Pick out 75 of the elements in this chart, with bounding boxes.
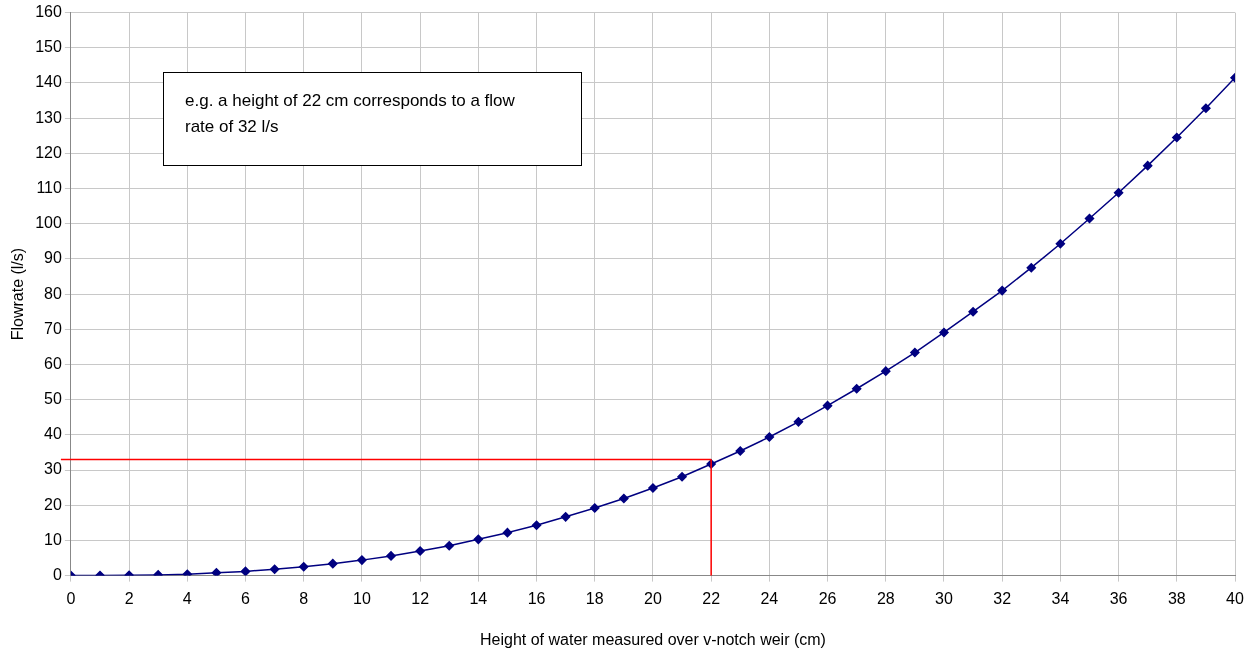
y-tick-label: 40	[44, 425, 62, 443]
x-tick-label: 28	[876, 589, 895, 607]
point	[560, 512, 571, 522]
annotation: e.g. a height of 22 cm corresponds to a flow rate of 32 l/s	[185, 90, 515, 138]
y-tick-label: 150	[35, 38, 62, 56]
y-tick-label: 90	[44, 249, 62, 267]
x-tick-label: 20	[644, 589, 662, 607]
point	[619, 493, 629, 504]
x-tick-label: 6	[241, 589, 251, 607]
point	[1055, 239, 1066, 249]
y-tick-label: 160	[35, 3, 62, 21]
y-tick-label: 100	[35, 214, 62, 232]
point	[648, 483, 658, 493]
point	[1172, 132, 1182, 143]
x-axis-title: Height of water measured over v-notch weir (cm)	[479, 630, 826, 648]
x-tick-label: 10	[353, 589, 371, 607]
point	[211, 568, 222, 576]
y-tick-label: 60	[44, 354, 62, 372]
x-tick-label: 38	[1167, 589, 1186, 607]
point	[910, 347, 920, 358]
x-tick-label: 40	[1226, 589, 1244, 607]
point	[939, 327, 949, 338]
x-tick-label: 8	[299, 589, 309, 607]
x-tick-label: 26	[818, 589, 837, 607]
point	[328, 558, 338, 569]
point	[735, 446, 746, 456]
point	[793, 417, 804, 427]
point	[881, 366, 891, 376]
point	[1026, 262, 1037, 273]
y-tick-label: 30	[44, 460, 62, 478]
x-tick-label: 0	[66, 589, 76, 607]
x-tick-label: 22	[702, 589, 721, 607]
point	[764, 432, 775, 442]
point	[1142, 160, 1153, 171]
point	[677, 471, 687, 482]
point	[357, 555, 367, 565]
point	[444, 540, 454, 551]
x-tick-label: 32	[993, 589, 1012, 607]
y-tick-label: 130	[35, 108, 62, 126]
y-tick-label: 80	[44, 284, 62, 302]
x-tick-label: 2	[124, 589, 134, 607]
y-tick-label: 140	[35, 73, 62, 91]
point	[298, 562, 309, 572]
point	[822, 400, 833, 411]
point	[968, 306, 978, 317]
point	[851, 384, 862, 394]
point	[531, 520, 542, 531]
point	[240, 566, 251, 576]
x-tick-label: 36	[1109, 589, 1128, 607]
point	[386, 551, 396, 561]
point	[415, 546, 425, 556]
y-tick-label: 20	[44, 495, 62, 513]
y-tick-label: 10	[44, 530, 62, 548]
point	[1201, 103, 1211, 114]
x-tick-label: 12	[411, 589, 430, 607]
y-tick-label: 70	[44, 319, 62, 337]
point	[473, 534, 484, 545]
x-tick-label: 4	[182, 589, 192, 607]
point	[1084, 213, 1095, 224]
x-tick-label: 30	[935, 589, 953, 607]
x-tick-label: 34	[1051, 589, 1070, 607]
point	[269, 564, 280, 575]
point	[1113, 188, 1124, 198]
x-tick-label: 24	[760, 589, 779, 607]
y-tick-label: 0	[52, 566, 62, 584]
point	[589, 503, 600, 513]
y-tick-label: 120	[35, 143, 62, 161]
y-tick-label: 110	[36, 178, 62, 196]
y-axis-title: Flowrate (l/s)	[9, 247, 27, 341]
point	[502, 527, 513, 538]
point	[997, 285, 1007, 296]
x-tick-label: 18	[585, 589, 604, 607]
x-tick-label: 14	[469, 589, 488, 607]
y-tick-label: 50	[44, 390, 62, 408]
x-tick-label: 16	[527, 589, 546, 607]
